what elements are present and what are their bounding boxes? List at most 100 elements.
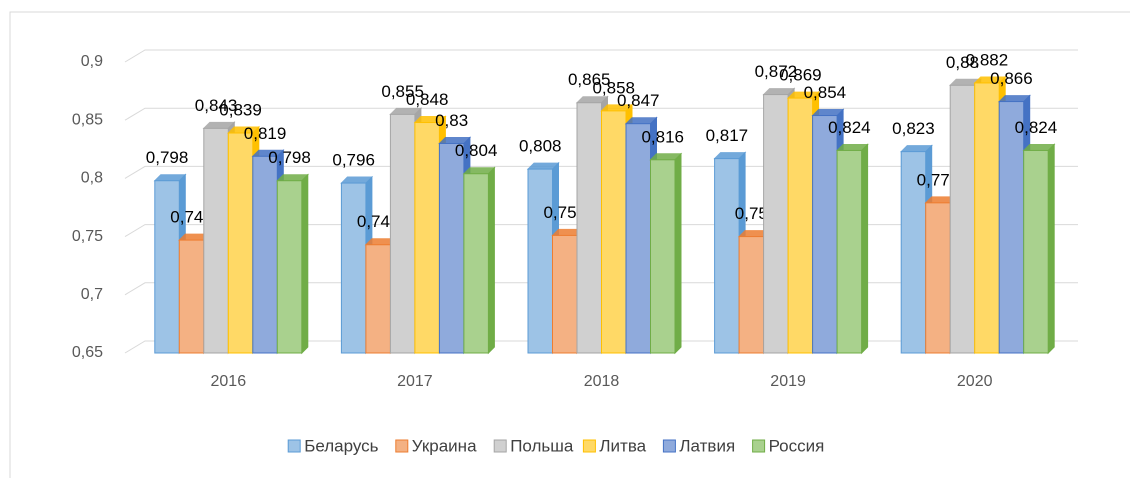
value-label: 0,817 <box>706 126 749 145</box>
bar-side <box>861 143 869 355</box>
y-tick-label: 0,75 <box>72 228 103 245</box>
bar-top <box>1022 143 1056 151</box>
bar <box>812 115 838 354</box>
legend-label: Польша <box>510 436 574 455</box>
legend-swatch <box>582 439 596 453</box>
bar-top <box>811 109 845 117</box>
legend-swatch <box>395 439 409 453</box>
bar <box>601 110 627 354</box>
bar-side <box>487 166 495 355</box>
legend-swatch <box>662 439 676 453</box>
value-label: 0,824 <box>828 118 871 137</box>
legend-label: Украина <box>412 436 477 455</box>
y-tick-label: 0,7 <box>81 286 103 303</box>
bar <box>340 182 367 354</box>
value-label: 0,798 <box>146 148 189 167</box>
legend-label: Россия <box>769 436 825 455</box>
x-tick-label: 2018 <box>584 373 620 390</box>
value-label: 0,843 <box>195 96 238 115</box>
value-label: 0,816 <box>641 127 684 146</box>
bar-top <box>762 88 796 96</box>
value-label: 0,747 <box>170 208 213 227</box>
legend-label: Литва <box>599 436 646 455</box>
grid-line <box>124 49 1078 63</box>
value-label: 0,83 <box>435 111 468 130</box>
bar-top <box>835 143 869 151</box>
value-label: 0,779 <box>917 170 960 189</box>
bar <box>714 158 740 354</box>
value-label: 0,751 <box>543 203 586 222</box>
bar-top <box>997 95 1031 103</box>
bar-top <box>575 96 609 104</box>
legend-swatch <box>287 439 301 453</box>
bar <box>527 168 553 354</box>
value-label: 0,847 <box>617 91 660 110</box>
bar <box>203 127 229 354</box>
y-tick-label: 0,65 <box>72 344 103 361</box>
bar <box>438 142 465 354</box>
bar <box>836 149 863 354</box>
bar-top <box>899 145 933 153</box>
x-tick-label: 2020 <box>957 373 993 390</box>
value-label: 0,804 <box>455 141 498 160</box>
bar <box>763 94 789 354</box>
y-tick-label: 0,8 <box>81 170 103 187</box>
value-label: 0,839 <box>219 100 262 119</box>
bar-top <box>462 167 496 175</box>
bar <box>925 202 951 354</box>
bar-side <box>1047 143 1055 355</box>
bar-top <box>202 121 236 129</box>
legend-label: Беларусь <box>304 436 378 455</box>
bar <box>365 244 391 354</box>
bar <box>389 113 416 354</box>
value-label: 0,824 <box>1015 118 1058 137</box>
value-label: 0,858 <box>592 78 635 97</box>
bar-top <box>526 162 560 170</box>
bar-top <box>389 107 423 115</box>
bar-top <box>340 176 374 184</box>
bar <box>1023 149 1049 354</box>
y-tick-label: 0,85 <box>72 111 103 128</box>
value-label: 0,848 <box>406 90 449 109</box>
value-label: 0,865 <box>568 70 611 89</box>
bar <box>276 180 303 354</box>
value-label: 0,823 <box>892 119 935 138</box>
legend-swatch <box>493 439 507 453</box>
bar <box>227 132 254 354</box>
value-label: 0,872 <box>755 62 798 81</box>
bar <box>576 102 602 354</box>
value-label: 0,882 <box>966 50 1009 69</box>
bar <box>552 234 578 354</box>
value-label: 0,796 <box>332 151 375 170</box>
bar-top <box>276 174 310 182</box>
bar <box>414 122 440 354</box>
bar-top <box>713 152 747 160</box>
bar <box>178 239 205 354</box>
bar <box>998 101 1025 354</box>
value-label: 0,866 <box>990 69 1033 88</box>
value-label: 0,854 <box>804 83 847 102</box>
bar <box>974 82 1000 354</box>
value-label: 0,869 <box>779 66 822 85</box>
bar-side <box>301 173 309 355</box>
bar <box>252 155 278 354</box>
value-label: 0,855 <box>381 82 424 101</box>
bar-top <box>153 174 187 182</box>
bar-top <box>649 153 683 161</box>
bar <box>900 151 927 354</box>
bar <box>787 97 814 354</box>
value-label: 0,743 <box>357 212 400 231</box>
value-label: 0,75 <box>735 204 768 223</box>
bar <box>949 84 976 354</box>
legend-label: Латвия <box>679 436 735 455</box>
bar-top <box>624 117 658 125</box>
x-tick-label: 2017 <box>397 373 433 390</box>
bar <box>650 159 676 354</box>
value-label: 0,808 <box>519 137 562 156</box>
y-tick-label: 0,9 <box>81 53 103 70</box>
value-label: 0,88 <box>946 53 979 72</box>
value-label: 0,798 <box>268 148 311 167</box>
bar <box>154 180 180 354</box>
x-tick-label: 2016 <box>211 373 247 390</box>
